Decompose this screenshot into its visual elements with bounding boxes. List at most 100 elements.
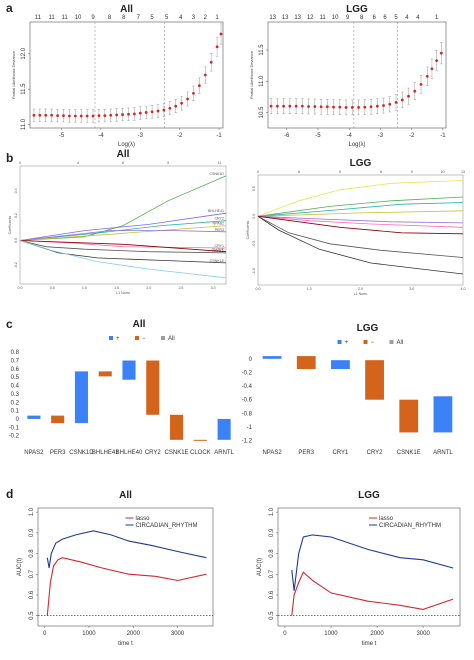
y-tick-label: -1	[247, 425, 253, 431]
top-tick-label: 10	[441, 170, 445, 174]
coef-path	[257, 215, 464, 258]
data-point	[300, 104, 304, 108]
y-tick-label: 0.2	[14, 213, 18, 218]
category-label: NPAS2	[24, 450, 44, 456]
data-point	[282, 104, 286, 108]
category-label: CRY1	[332, 450, 349, 456]
x-axis-label: Log(λ)	[348, 142, 365, 148]
y-tick-label: 0.6	[269, 590, 275, 599]
data-point	[400, 98, 404, 102]
top-tick-label: 0	[257, 170, 259, 174]
data-point	[375, 104, 379, 108]
category-label: PER3	[298, 450, 314, 456]
legend-label: lasso	[136, 516, 151, 522]
x-tick-label: -4	[347, 133, 353, 139]
data-point	[44, 113, 48, 117]
y-tick-label: 0.9	[269, 528, 275, 537]
x-tick-label: 2.0	[146, 286, 151, 290]
y-tick-label: 0.5	[11, 375, 20, 381]
data-point	[338, 105, 342, 109]
top-tick-label: 4	[416, 15, 420, 21]
x-tick-label: -6	[284, 133, 290, 139]
coef-path	[19, 212, 227, 241]
data-point	[174, 104, 178, 108]
data-point	[319, 105, 323, 109]
top-tick-label: 5	[165, 15, 169, 21]
data-point	[350, 106, 354, 109]
y-tick-label: 10.5	[259, 106, 265, 118]
chart-title: All	[117, 149, 130, 160]
y-tick-label: 0.8	[269, 549, 275, 558]
waterfall-bar	[262, 356, 282, 359]
data-point	[79, 114, 83, 118]
data-point	[344, 106, 348, 109]
waterfall-bar	[365, 360, 384, 400]
top-tick-label: 6	[373, 15, 377, 21]
series-label: CSNK1E	[210, 259, 225, 263]
data-point	[156, 109, 160, 113]
data-point	[150, 110, 154, 114]
data-point	[67, 114, 71, 118]
x-tick-label: 1000	[324, 631, 338, 637]
x-tick-label: 3.0	[211, 286, 216, 290]
series-label: CSNK1D	[209, 172, 224, 176]
y-tick-label: -1.0	[252, 268, 256, 274]
top-tick-label: 8	[380, 170, 382, 174]
data-point	[439, 51, 443, 55]
top-tick-label: 4	[77, 161, 79, 165]
x-tick-label: 0	[43, 631, 47, 637]
panel-label-b: b	[6, 151, 13, 165]
coef-path	[257, 215, 464, 275]
legend-label: +	[345, 340, 349, 346]
x-tick-label: 2.0	[358, 287, 363, 291]
x-axis-label: time t	[362, 641, 377, 647]
data-point	[430, 67, 434, 71]
data-point	[325, 105, 329, 109]
category-label: BHLHE41	[92, 450, 119, 456]
legend-label: lasso	[379, 516, 394, 522]
category-label: CSNK1D	[69, 450, 94, 456]
y-tick-label: -0.1	[9, 425, 20, 431]
chart-title: LGG	[358, 490, 380, 501]
auc-line	[291, 534, 454, 591]
y-tick-label: -0.2	[9, 434, 20, 440]
y-tick-label: 0.4	[14, 188, 18, 193]
coef-path	[257, 215, 464, 224]
data-point	[180, 101, 184, 105]
data-point	[85, 114, 89, 118]
data-point	[50, 113, 54, 117]
y-tick-label: 0.2	[11, 400, 20, 406]
legend-label: All	[397, 340, 404, 346]
y-tick-label: -0.5	[252, 241, 256, 247]
top-tick-label: 12	[307, 15, 314, 21]
top-tick-label: 0	[19, 161, 21, 165]
y-tick-label: 0.0	[252, 214, 256, 219]
coef-path	[257, 196, 464, 217]
category-label: CRY2	[145, 450, 162, 456]
waterfall-bar	[296, 356, 316, 370]
coef-path	[257, 202, 464, 217]
data-point	[363, 105, 367, 109]
data-point	[419, 82, 423, 86]
y-tick-label: 11.5	[259, 44, 265, 56]
chart-title: LGG	[350, 158, 372, 169]
coef-path	[19, 225, 227, 241]
top-tick-label: 11	[35, 15, 42, 21]
data-point	[394, 101, 398, 104]
coef-path	[19, 230, 227, 241]
top-tick-label: 6	[298, 170, 300, 174]
legend-label: +	[116, 336, 120, 342]
data-point	[103, 114, 107, 118]
data-point	[332, 105, 335, 109]
x-axis-label: L1 Norm	[116, 291, 130, 295]
x-axis-label: time t	[118, 641, 133, 647]
panel-label-d: d	[6, 487, 13, 501]
data-point	[162, 108, 166, 112]
series-label: BHLHE41	[208, 209, 224, 213]
data-point	[132, 112, 136, 116]
series-label: CLOCK	[212, 248, 225, 252]
top-tick-label: 4	[405, 15, 409, 21]
top-tick-label: 10	[332, 15, 339, 21]
y-tick-label: 0	[249, 357, 253, 363]
top-tick-label: 8	[122, 161, 124, 165]
